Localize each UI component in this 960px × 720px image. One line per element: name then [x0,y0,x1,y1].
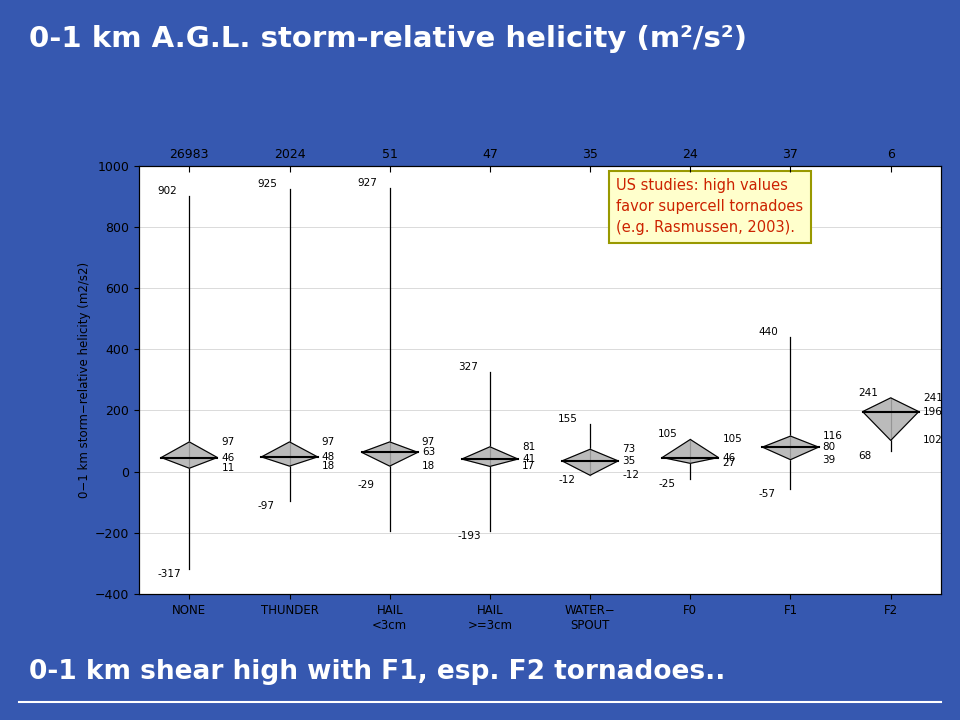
Text: 241: 241 [923,393,943,403]
Text: 105: 105 [722,434,742,444]
Text: -29: -29 [358,480,374,490]
Text: 35: 35 [622,456,636,466]
Text: -25: -25 [659,480,675,490]
Text: 39: 39 [823,454,836,464]
Text: -193: -193 [458,531,482,541]
Text: 97: 97 [421,437,435,447]
Text: 17: 17 [522,462,536,472]
Text: 63: 63 [421,447,435,457]
Text: -317: -317 [157,569,180,579]
Text: 80: 80 [823,442,836,452]
Text: US studies: high values
favor supercell tornadoes
(e.g. Rasmussen, 2003).: US studies: high values favor supercell … [616,179,804,235]
Polygon shape [462,447,518,467]
Polygon shape [161,442,217,468]
Text: 27: 27 [722,459,735,468]
Text: 196: 196 [923,407,943,417]
Text: 440: 440 [758,327,779,337]
Text: 102: 102 [923,436,943,446]
Polygon shape [662,439,718,464]
Text: 73: 73 [622,444,636,454]
Text: 925: 925 [257,179,277,189]
Polygon shape [362,442,418,466]
Text: 0-1 km shear high with F1, esp. F2 tornadoes..: 0-1 km shear high with F1, esp. F2 torna… [29,659,725,685]
Polygon shape [762,436,819,459]
Polygon shape [261,442,318,466]
Text: -12: -12 [622,470,639,480]
Text: 18: 18 [421,461,435,471]
Polygon shape [562,449,618,475]
Text: 68: 68 [858,451,872,461]
Text: 927: 927 [358,178,377,188]
Text: 46: 46 [222,453,234,462]
Polygon shape [863,398,919,441]
Text: 97: 97 [222,437,234,447]
Text: 241: 241 [858,388,878,398]
Text: -12: -12 [558,475,575,485]
Text: -97: -97 [257,501,275,511]
Text: 902: 902 [157,186,177,196]
Text: 97: 97 [322,437,335,447]
Text: 81: 81 [522,442,536,452]
Text: 155: 155 [558,414,578,424]
Text: 105: 105 [659,429,678,439]
Text: 327: 327 [458,361,478,372]
Text: 0-1 km A.G.L. storm-relative helicity (m²/s²): 0-1 km A.G.L. storm-relative helicity (m… [29,25,747,53]
Text: 48: 48 [322,452,335,462]
Text: 11: 11 [222,463,234,473]
Text: -57: -57 [758,489,776,499]
Text: 116: 116 [823,431,843,441]
Text: 18: 18 [322,461,335,471]
Text: 41: 41 [522,454,536,464]
Text: 46: 46 [722,453,735,462]
Y-axis label: 0−1 km storm−relative helicity (m2/s2): 0−1 km storm−relative helicity (m2/s2) [78,262,91,498]
